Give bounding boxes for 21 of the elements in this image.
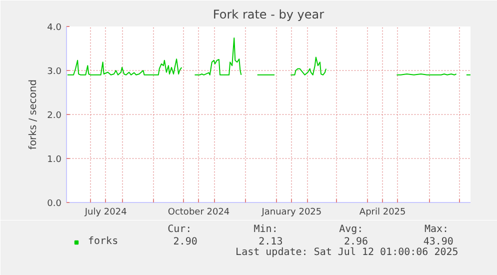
y-tick-label: 3.0: [47, 67, 62, 77]
text: Max:: [424, 224, 449, 235]
y-tick-label: 2.0: [47, 111, 62, 121]
text: Cur:: [168, 224, 192, 235]
text: Avg:: [339, 224, 364, 235]
text: 2.96: [344, 236, 368, 248]
x-tick-label: April 2025: [359, 208, 406, 218]
chart-title: Fork rate - by year: [212, 8, 324, 22]
text: 2.13: [258, 236, 283, 248]
text: Last update: Sat Jul 12 01:00:06 2025: [236, 247, 458, 258]
x-tick-label: January 2025: [260, 208, 322, 218]
x-tick-label: July 2024: [84, 208, 128, 218]
y-tick-label: 0.0: [47, 199, 62, 209]
text: Min:: [254, 224, 278, 235]
legend-label: forks: [88, 236, 118, 247]
text: 2.90: [173, 236, 198, 248]
y-tick-label: 4.0: [47, 23, 62, 33]
y-tick-label: 1.0: [47, 155, 62, 165]
y-axis-title: forks / second: [28, 79, 40, 150]
x-tick-label: October 2024: [168, 208, 230, 218]
text: 43.90: [423, 236, 454, 248]
